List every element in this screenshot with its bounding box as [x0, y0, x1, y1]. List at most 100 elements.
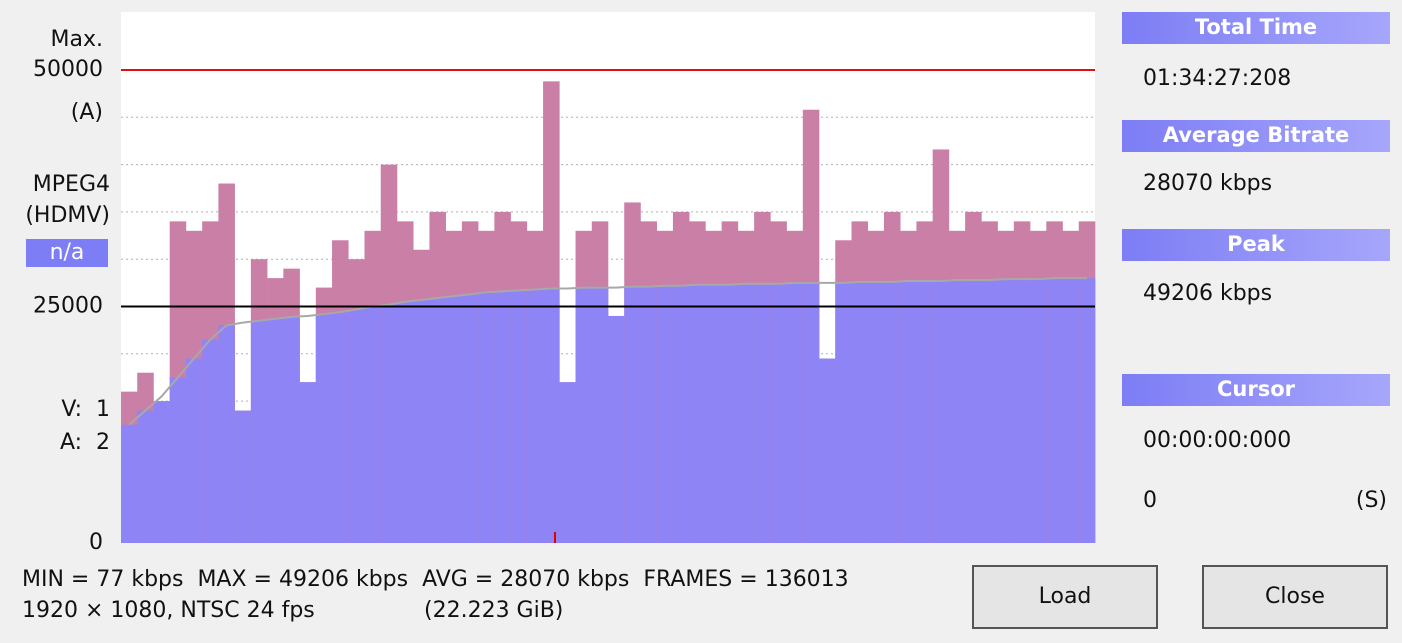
bar-below-average	[575, 287, 593, 543]
bar-below-average	[819, 358, 836, 543]
left-labels: Max. (A) MPEG4 (HDMV) n/a V: 1 A: 2	[25, 27, 110, 455]
button-label[interactable]: Load	[1039, 584, 1092, 609]
channel-label: (A)	[71, 100, 103, 125]
button-frame[interactable]	[972, 565, 1158, 629]
bar-below-average	[510, 290, 528, 543]
bar-below-average	[689, 284, 706, 543]
bar-below-average	[672, 285, 690, 543]
audio-label: A: 2	[60, 430, 110, 455]
panel-header	[1122, 374, 1390, 406]
stats-line: 1920 × 1080, NTSC 24 fps	[22, 598, 315, 623]
bar-below-average	[364, 306, 382, 543]
bar-below-average	[1078, 278, 1096, 543]
bar-below-average	[835, 282, 852, 543]
bar-below-average	[705, 284, 722, 543]
bar-below-average	[640, 286, 657, 543]
bar-below-average	[137, 410, 154, 543]
average-line	[128, 277, 1087, 426]
bar-below-average	[883, 281, 901, 543]
stats: MIN = 77 kbps MAX = 49206 kbps AVG = 280…	[22, 567, 849, 623]
bar-below-average	[754, 283, 771, 543]
bar-below-average	[916, 280, 933, 543]
bar-below-average	[656, 285, 674, 543]
bar-below-average	[559, 382, 576, 543]
panel-header	[1122, 229, 1390, 261]
bar-below-average	[121, 424, 138, 543]
bar-below-average	[461, 294, 479, 543]
panel-title: Cursor	[1217, 377, 1296, 401]
panel-value: 01:34:27:208	[1143, 66, 1291, 91]
video-label: V: 1	[61, 397, 110, 422]
panel-title: Average Bitrate	[1163, 123, 1350, 147]
bar-below-average	[494, 291, 511, 543]
bar-below-average	[413, 299, 430, 543]
bar-below-average	[1030, 279, 1047, 543]
panel-title: Peak	[1227, 232, 1286, 256]
bar-below-average	[543, 288, 560, 543]
bar-below-average	[608, 315, 625, 543]
load-button[interactable]: Load	[972, 565, 1158, 629]
format-label: (HDMV)	[25, 203, 110, 228]
stats-line: MIN = 77 kbps MAX = 49206 kbps AVG = 280…	[22, 567, 849, 592]
max-label: Max.	[51, 27, 103, 52]
bar-below-average	[250, 320, 268, 543]
bar-below-average	[332, 312, 349, 543]
status-badge	[26, 239, 108, 267]
bar-below-average	[1046, 278, 1063, 543]
bar-below-average	[283, 316, 300, 543]
bar-below-average	[315, 314, 333, 543]
panel-value: 0	[1143, 488, 1157, 513]
plot	[121, 69, 1096, 544]
bar-below-average	[981, 280, 998, 543]
button-frame[interactable]	[1202, 565, 1388, 629]
bar-below-average	[737, 283, 755, 543]
bar-below-average	[169, 377, 187, 543]
info-panel: Total Time 01:34:27:208 Average Bitrate …	[1122, 12, 1390, 513]
panel-value: 49206 kbps	[1143, 281, 1272, 306]
y-tick-label: 0	[89, 530, 103, 555]
bar-below-average	[867, 281, 885, 543]
panel-value: 00:00:00:000	[1143, 428, 1291, 453]
bar-below-average	[478, 292, 495, 543]
close-button[interactable]: Close	[1202, 565, 1388, 629]
bar-below-average	[770, 283, 787, 543]
bar-below-average	[786, 282, 804, 543]
bar-below-average	[380, 304, 398, 543]
bar-below-average	[802, 282, 820, 543]
bar-below-average	[948, 280, 966, 543]
panel-header	[1122, 120, 1390, 152]
bar-below-average	[526, 289, 544, 543]
bar-below-average	[900, 280, 917, 543]
codec-label: MPEG4	[33, 172, 110, 197]
bar-below-average	[721, 284, 739, 543]
bar-below-average	[851, 281, 869, 543]
stats-size: (22.223 GiB)	[424, 598, 563, 623]
bar-below-average	[624, 286, 641, 543]
bar-below-average	[396, 301, 414, 543]
bar-below-average	[185, 358, 203, 543]
bar-below-average	[202, 339, 219, 543]
bar-below-average	[234, 410, 252, 543]
y-tick-label: 50000	[33, 57, 103, 82]
bar-below-average	[299, 382, 317, 543]
bar-below-average	[997, 279, 1015, 543]
bar-below-average	[932, 280, 950, 543]
bar-below-average	[1062, 278, 1080, 543]
panel-header	[1122, 12, 1390, 44]
y-tick-label: 25000	[33, 294, 103, 319]
bar-below-average	[218, 325, 235, 543]
bar-below-average	[153, 401, 170, 543]
panel-title: Total Time	[1195, 15, 1317, 39]
panel-value: 28070 kbps	[1143, 171, 1272, 196]
bar-below-average	[429, 297, 446, 543]
bar-below-average	[348, 309, 365, 543]
bar-below-average	[267, 318, 284, 543]
bar-below-average	[965, 280, 982, 543]
bar-below-average	[1013, 279, 1031, 543]
status-label: n/a	[50, 240, 85, 265]
button-label[interactable]: Close	[1265, 584, 1325, 609]
panel-unit: (S)	[1356, 488, 1387, 513]
bar-below-average	[591, 287, 609, 543]
